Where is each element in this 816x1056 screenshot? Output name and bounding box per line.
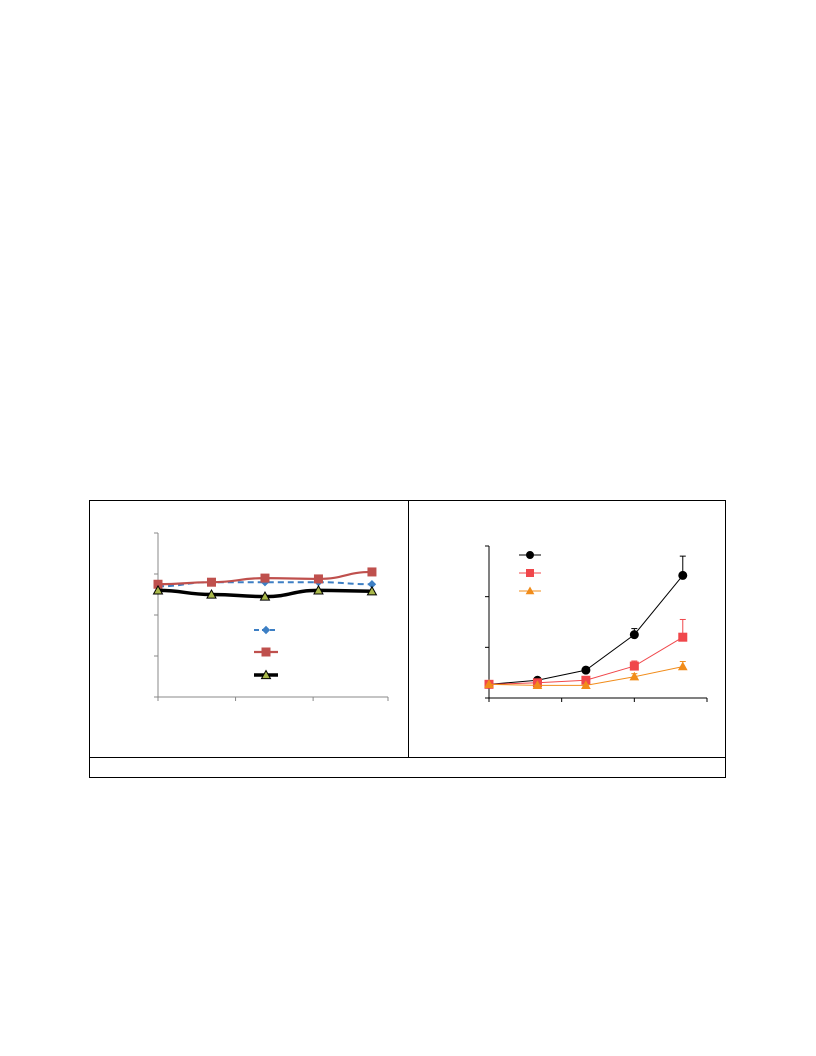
left-data-point [366, 585, 378, 596]
right-axes [485, 545, 708, 702]
right-series-2 [484, 618, 688, 689]
right-legend-marker [526, 551, 534, 559]
right-data-point [629, 661, 639, 671]
right-data-point [678, 570, 688, 580]
right-series-3 [484, 661, 688, 690]
right-data-point [581, 665, 591, 675]
right-series-1 [484, 555, 688, 689]
right-data-point [484, 679, 494, 689]
left-legend-marker [261, 647, 271, 657]
right-data-point [629, 630, 639, 640]
figure-table [89, 500, 726, 778]
right-data-point [677, 661, 688, 671]
right-data-point [629, 671, 640, 681]
left-data-point [259, 591, 271, 601]
figure-divider [408, 501, 409, 757]
right-legend [519, 551, 541, 595]
left-data-point [206, 588, 217, 599]
right-legend-marker [525, 586, 535, 595]
left-data-point [313, 574, 323, 584]
left-line-chart [152, 532, 389, 701]
left-data-point [367, 567, 377, 577]
left-data-point [313, 584, 324, 595]
left-series-2 [153, 567, 377, 589]
left-legend [254, 625, 278, 680]
right-data-point [581, 680, 591, 690]
caption-row [90, 757, 725, 777]
left-data-point [260, 573, 270, 583]
left-data-point [152, 584, 164, 595]
right-line-chart [484, 545, 708, 702]
left-legend-marker [261, 625, 271, 635]
left-legend-marker [260, 669, 272, 680]
left-axes [154, 532, 389, 701]
left-data-point [206, 577, 216, 587]
right-data-point [678, 632, 688, 642]
right-legend-marker [526, 569, 534, 577]
right-data-point [532, 680, 543, 690]
left-series-3 [152, 584, 378, 601]
